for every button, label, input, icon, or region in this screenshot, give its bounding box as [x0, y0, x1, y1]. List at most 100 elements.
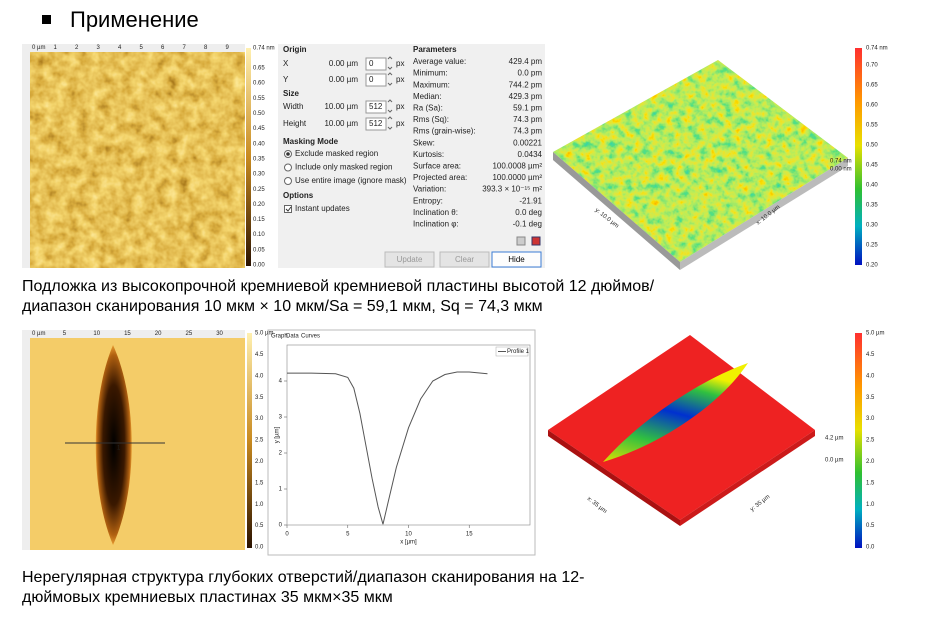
spinner[interactable] [387, 116, 393, 130]
param-value: 0.0434 [518, 150, 543, 159]
scale-label: 3.5 [866, 395, 875, 401]
y-tick-label: 0 [279, 523, 283, 529]
input-value: 512 [369, 102, 383, 111]
input-value: 0 [369, 75, 374, 84]
legend [495, 346, 529, 357]
input[interactable] [365, 73, 387, 87]
ruler [22, 44, 30, 268]
ruler [30, 330, 245, 338]
button[interactable] [384, 251, 435, 268]
y-tick-label: 2 [279, 451, 283, 457]
radio-label: Use entire image (ignore mask) [295, 176, 407, 185]
section-label: Masking Mode [283, 137, 339, 146]
y-tick-label: 4 [279, 379, 283, 385]
scale-label: 0.60 [866, 103, 878, 109]
scale-label: 0.40 [253, 141, 265, 147]
scale-label: 4.5 [255, 352, 264, 358]
button-label: Update [397, 255, 423, 264]
scale-label: 0.50 [866, 143, 878, 149]
param-label: Rms (Sq): [413, 115, 449, 124]
ruler-label: 1 [54, 45, 58, 51]
profile-curve [287, 371, 488, 525]
scale-label: 0.5 [866, 523, 875, 529]
colorbar [855, 48, 862, 265]
button[interactable] [439, 251, 490, 268]
ruler-label: 8 [204, 45, 208, 51]
checkbox[interactable] [284, 205, 292, 213]
scale-label: 0.40 [866, 183, 878, 189]
ruler-label: 0 µm [32, 331, 45, 337]
param-value: 393.3 × 10⁻¹⁵ m² [482, 185, 542, 194]
y-axis-label: y [µm] [275, 426, 281, 443]
ruler-label: 4 [118, 45, 122, 51]
param-label: Inclination φ: [413, 220, 459, 229]
icon[interactable] [531, 236, 541, 246]
scale-label: 4.0 [255, 373, 264, 379]
param-value: 100.0008 µm² [492, 162, 542, 171]
scale-label: 0.35 [866, 203, 878, 209]
x-tick-label: 15 [466, 532, 473, 538]
y-tick-label: 3 [279, 415, 283, 421]
radio[interactable] [284, 177, 292, 185]
spinner[interactable] [387, 56, 393, 70]
param-label: Maximum: [413, 80, 450, 89]
radio[interactable] [284, 163, 292, 172]
hole [95, 345, 132, 545]
z-label: 4.2 µm [825, 436, 843, 442]
ruler-label: 25 [186, 331, 193, 337]
input[interactable] [365, 100, 387, 114]
button[interactable] [491, 251, 542, 268]
param-value: -0.1 deg [513, 220, 542, 229]
field-label: X [283, 59, 289, 68]
surface-edge [680, 158, 848, 270]
ruler-label: 9 [226, 45, 230, 51]
section-label: Origin [283, 45, 307, 54]
colorbar [246, 48, 251, 266]
icon[interactable] [516, 236, 526, 246]
param-label: Inclination θ: [413, 208, 458, 217]
param-label: Median: [413, 92, 441, 101]
scale-label: 0.20 [866, 263, 878, 269]
checkbox-label: Instant updates [295, 204, 350, 213]
section-label: Parameters [413, 45, 457, 54]
check [285, 206, 292, 212]
scale-label: 5.0 µm [866, 331, 884, 337]
section-label: Options [283, 191, 314, 200]
field-value: 0.00 µm [329, 75, 358, 84]
ruler-label: 6 [161, 45, 165, 51]
field-label: Width [283, 102, 303, 111]
ruler-label: 20 [155, 331, 162, 337]
param-label: Skew: [413, 138, 435, 147]
scale-label: 1.5 [866, 480, 875, 486]
axis-label: x: 35 µm [586, 496, 608, 515]
scale-label: 0.50 [253, 111, 265, 117]
unit: px [396, 102, 404, 111]
ruler-label: 5 [63, 331, 67, 337]
scale-label: 0.65 [253, 66, 265, 72]
ruler-label: 15 [124, 331, 131, 337]
input[interactable] [365, 57, 387, 71]
colorbar [855, 333, 862, 548]
spinner[interactable] [387, 99, 393, 113]
scale-label: 0.74 nm [866, 46, 888, 52]
field-label: Y [283, 75, 289, 84]
input-value: 0 [369, 59, 374, 68]
radio-label: Include only masked region [295, 163, 392, 172]
param-label: Average value: [413, 57, 466, 66]
settings-panel [278, 44, 545, 268]
scale-label: 0.0 [866, 545, 875, 551]
ruler-label: 30 [216, 331, 223, 337]
param-value: 0.0 pm [518, 69, 543, 78]
caption: Нерегулярная структура глубоких отверсти… [22, 569, 584, 586]
scale-label: 3.0 [255, 416, 264, 422]
spinner[interactable] [387, 72, 393, 86]
param-label: Projected area: [413, 173, 467, 182]
scale-label: 0.45 [866, 163, 878, 169]
button-label: Clear [455, 255, 474, 264]
x-tick-label: 5 [346, 532, 350, 538]
ruler-label: 10 [93, 331, 100, 337]
surface-3d [553, 60, 848, 262]
scale-label: 0.74 nm [253, 46, 275, 52]
input[interactable] [365, 117, 387, 131]
scale-label: 3.0 [866, 416, 875, 422]
